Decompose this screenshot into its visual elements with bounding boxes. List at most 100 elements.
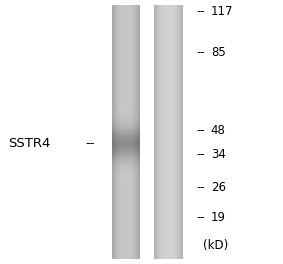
Bar: [154, 123, 183, 124]
Bar: [112, 245, 140, 246]
Bar: [112, 166, 140, 167]
Bar: [112, 248, 140, 249]
Bar: [112, 110, 140, 111]
Bar: [112, 87, 140, 88]
Bar: [154, 97, 183, 98]
Bar: [179, 5, 180, 259]
Bar: [154, 9, 183, 10]
Bar: [112, 241, 140, 242]
Bar: [112, 204, 140, 205]
Bar: [112, 175, 140, 176]
Bar: [112, 128, 140, 129]
Bar: [154, 94, 183, 95]
Bar: [112, 124, 140, 125]
Bar: [154, 237, 183, 238]
Bar: [154, 199, 183, 200]
Bar: [154, 108, 183, 109]
Bar: [112, 228, 140, 229]
Bar: [154, 146, 183, 147]
Bar: [112, 47, 140, 48]
Bar: [112, 29, 140, 30]
Bar: [112, 169, 140, 170]
Bar: [154, 122, 183, 123]
Bar: [154, 25, 183, 26]
Bar: [112, 101, 140, 102]
Bar: [158, 5, 159, 259]
Bar: [112, 14, 140, 15]
Bar: [154, 240, 183, 241]
Bar: [154, 185, 183, 186]
Bar: [154, 106, 183, 107]
Bar: [112, 134, 140, 135]
Bar: [112, 216, 140, 217]
Bar: [112, 35, 140, 36]
Bar: [154, 121, 183, 122]
Bar: [112, 176, 140, 177]
Bar: [154, 163, 183, 164]
Bar: [154, 191, 183, 192]
Bar: [176, 5, 177, 259]
Bar: [154, 98, 183, 99]
Bar: [136, 5, 137, 259]
Bar: [154, 5, 183, 6]
Bar: [154, 30, 183, 31]
Bar: [112, 203, 140, 204]
Bar: [112, 89, 140, 90]
Bar: [154, 246, 183, 247]
Bar: [154, 225, 183, 226]
Bar: [112, 90, 140, 91]
Bar: [154, 99, 183, 100]
Bar: [167, 5, 168, 259]
Bar: [112, 119, 140, 120]
Bar: [112, 58, 140, 59]
Bar: [112, 232, 140, 233]
Bar: [115, 5, 116, 259]
Bar: [112, 163, 140, 164]
Bar: [154, 162, 183, 163]
Bar: [112, 23, 140, 24]
Bar: [112, 120, 140, 121]
Bar: [154, 116, 183, 117]
Bar: [112, 256, 140, 257]
Bar: [112, 186, 140, 187]
Bar: [138, 5, 139, 259]
Bar: [112, 147, 140, 148]
Bar: [154, 124, 183, 125]
Bar: [154, 89, 183, 90]
Bar: [112, 77, 140, 78]
Bar: [154, 211, 183, 212]
Bar: [154, 32, 183, 33]
Bar: [112, 5, 140, 6]
Bar: [112, 215, 140, 216]
Bar: [112, 225, 140, 226]
Bar: [155, 5, 156, 259]
Bar: [154, 194, 183, 195]
Bar: [154, 107, 183, 108]
Bar: [112, 69, 140, 70]
Bar: [112, 133, 140, 134]
Bar: [154, 251, 183, 252]
Bar: [112, 18, 140, 19]
Bar: [112, 74, 140, 76]
Bar: [112, 202, 140, 203]
Bar: [154, 69, 183, 70]
Bar: [112, 254, 140, 255]
Bar: [154, 52, 183, 53]
Bar: [112, 125, 140, 126]
Bar: [112, 123, 140, 124]
Bar: [154, 24, 183, 25]
Bar: [154, 134, 183, 135]
Bar: [135, 5, 136, 259]
Bar: [154, 226, 183, 227]
Bar: [112, 211, 140, 212]
Bar: [126, 5, 127, 259]
Bar: [154, 41, 183, 42]
Bar: [112, 191, 140, 192]
Bar: [112, 126, 140, 127]
Bar: [112, 239, 140, 240]
Bar: [112, 185, 140, 186]
Text: --: --: [197, 5, 205, 18]
Bar: [112, 154, 140, 155]
Bar: [112, 108, 140, 109]
Bar: [154, 229, 183, 230]
